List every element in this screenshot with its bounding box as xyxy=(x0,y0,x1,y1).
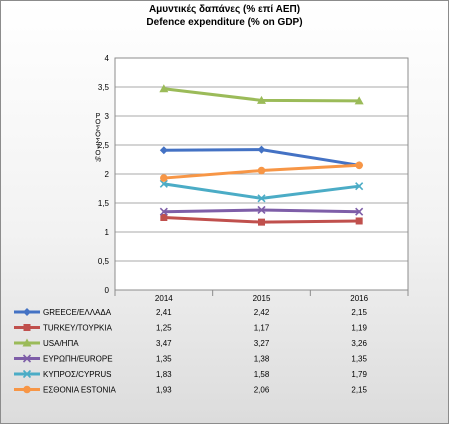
data-table-value: 2,42 xyxy=(254,308,270,317)
data-table-value: 3,26 xyxy=(351,339,367,348)
data-table-value: 1,17 xyxy=(254,324,270,333)
y-axis-title-char: Τ xyxy=(96,144,101,151)
y-tick-label: 4 xyxy=(105,54,110,63)
legend-series-name: GREECE/ΕΛΛΑΔΑ xyxy=(43,308,112,317)
y-tick-label: 1,5 xyxy=(98,199,110,208)
y-axis-title-char: % xyxy=(95,156,101,163)
series-4-point xyxy=(159,179,168,188)
y-tick-label: 0,5 xyxy=(98,257,110,266)
series-5-point xyxy=(257,166,266,175)
y-axis-title-char: Ο xyxy=(95,119,101,126)
series-1-point xyxy=(23,324,31,331)
x-tick-label: 2015 xyxy=(253,294,271,303)
data-table-value: 3,47 xyxy=(156,339,172,348)
y-tick-label: 2 xyxy=(105,170,110,179)
data-table-value: 2,15 xyxy=(351,308,367,317)
x-tick-label: 2014 xyxy=(155,294,173,303)
series-2-point xyxy=(354,96,364,105)
data-table-value: 3,27 xyxy=(254,339,270,348)
series-4-point xyxy=(257,194,266,203)
chart-title: Αμυντικές δαπάνες (% επί ΑΕΠ) xyxy=(148,4,301,15)
legend-series-name: ΚΥΠΡΟΣ/CYPRUS xyxy=(43,370,112,379)
chart-subtitle: Defence expenditure (% on GDP) xyxy=(146,17,303,28)
series-4-point xyxy=(22,369,32,379)
series-1-point xyxy=(160,214,168,221)
data-table-value: 1,83 xyxy=(156,370,172,379)
series-5-point xyxy=(23,385,31,394)
y-tick-label: 0 xyxy=(105,286,110,295)
series-0-point xyxy=(23,308,31,316)
series-1-point xyxy=(355,217,363,225)
series-0-point xyxy=(159,146,168,155)
legend-series-name: TURKEY/ΤΟΥΡΚΙΑ xyxy=(43,324,113,333)
data-table-value: 2,41 xyxy=(156,308,172,317)
data-table-value: 2,15 xyxy=(351,386,367,395)
data-table-value: 1,93 xyxy=(156,386,172,395)
series-5-point xyxy=(355,161,363,170)
data-table-value: 1,35 xyxy=(156,355,172,364)
series-5-point xyxy=(160,174,168,182)
x-tick-label: 2016 xyxy=(350,294,368,303)
data-table-value: 1,35 xyxy=(351,355,367,364)
y-tick-label: 3 xyxy=(105,112,110,121)
series-2-point xyxy=(22,338,32,347)
y-axis-title-char: Σ xyxy=(96,125,101,132)
data-table-value: 1,25 xyxy=(156,324,172,333)
y-tick-label: 3,5 xyxy=(98,83,110,92)
series-4-point xyxy=(355,182,364,191)
series-3-point xyxy=(22,354,32,363)
series-2-point xyxy=(159,84,169,93)
y-tick-label: 1 xyxy=(105,228,110,237)
data-table-value: 1,19 xyxy=(351,324,367,333)
legend-series-name: ΕΣΘΟΝΙΑ ESTONIA xyxy=(43,386,116,395)
series-2-point xyxy=(257,95,266,104)
data-table-value: 2,06 xyxy=(254,386,270,395)
series-1-point xyxy=(258,218,265,226)
data-table-value: 1,79 xyxy=(351,370,367,379)
y-axis-title-char: Σ xyxy=(96,138,101,145)
series-0-point xyxy=(257,145,266,154)
y-axis-title-char: Ο xyxy=(95,150,101,157)
series-3-point xyxy=(355,207,364,216)
series-3-point xyxy=(159,207,168,216)
data-table-value: 1,38 xyxy=(254,355,270,364)
y-axis-title-char: Ο xyxy=(95,132,101,139)
y-tick-label: 2,5 xyxy=(98,141,110,150)
series-3-point xyxy=(257,205,266,215)
data-table-value: 1,58 xyxy=(254,370,270,379)
legend-series-name: USA/ΗΠΑ xyxy=(43,339,79,348)
y-axis-title-char: Ρ xyxy=(96,113,101,120)
legend-series-name: ΕΥΡΩΠΗ/EUROPE xyxy=(43,355,113,364)
